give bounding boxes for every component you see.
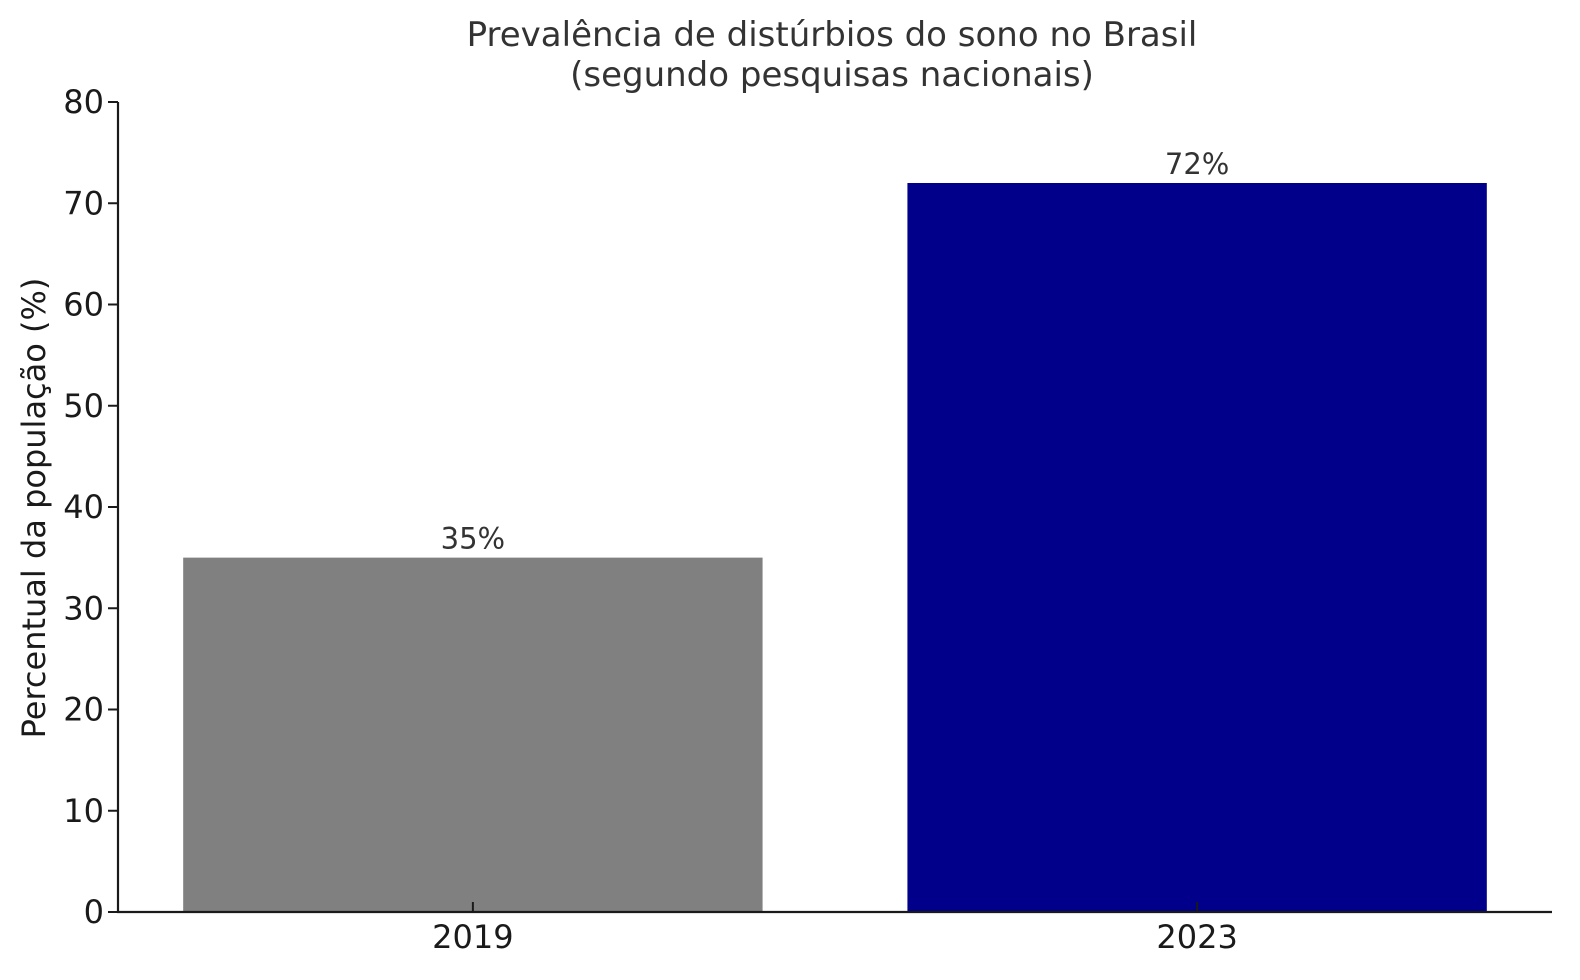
y-axis-label: Percentual da população (%) xyxy=(15,278,53,739)
y-tick-label: 40 xyxy=(63,488,104,526)
x-tick-label: 2023 xyxy=(1156,918,1237,956)
data-label-2023: 72% xyxy=(1165,147,1229,181)
bar-2023 xyxy=(907,183,1487,912)
data-label-2019: 35% xyxy=(441,522,505,556)
bars-group xyxy=(183,183,1487,912)
y-tick-label: 60 xyxy=(63,286,104,324)
bar-2019 xyxy=(183,557,763,912)
y-tick-label: 20 xyxy=(63,691,104,729)
y-tick-label: 30 xyxy=(63,589,104,627)
y-tick-label: 0 xyxy=(84,893,104,931)
y-tick-label: 80 xyxy=(63,83,104,121)
y-ticks-group: 0 10 20 30 40 50 60 70 80 xyxy=(63,83,118,931)
data-labels-group: 35% 72% xyxy=(441,147,1230,556)
y-tick-label: 10 xyxy=(63,792,104,830)
chart-title-group: Prevalência de distúrbios do sono no Bra… xyxy=(467,15,1198,95)
x-ticks-group: 2019 2023 xyxy=(432,902,1238,956)
chart-subtitle: (segundo pesquisas nacionais) xyxy=(570,55,1094,95)
chart-title: Prevalência de distúrbios do sono no Bra… xyxy=(467,15,1198,55)
y-tick-label: 50 xyxy=(63,387,104,425)
y-tick-label: 70 xyxy=(63,184,104,222)
x-tick-label: 2019 xyxy=(432,918,513,956)
